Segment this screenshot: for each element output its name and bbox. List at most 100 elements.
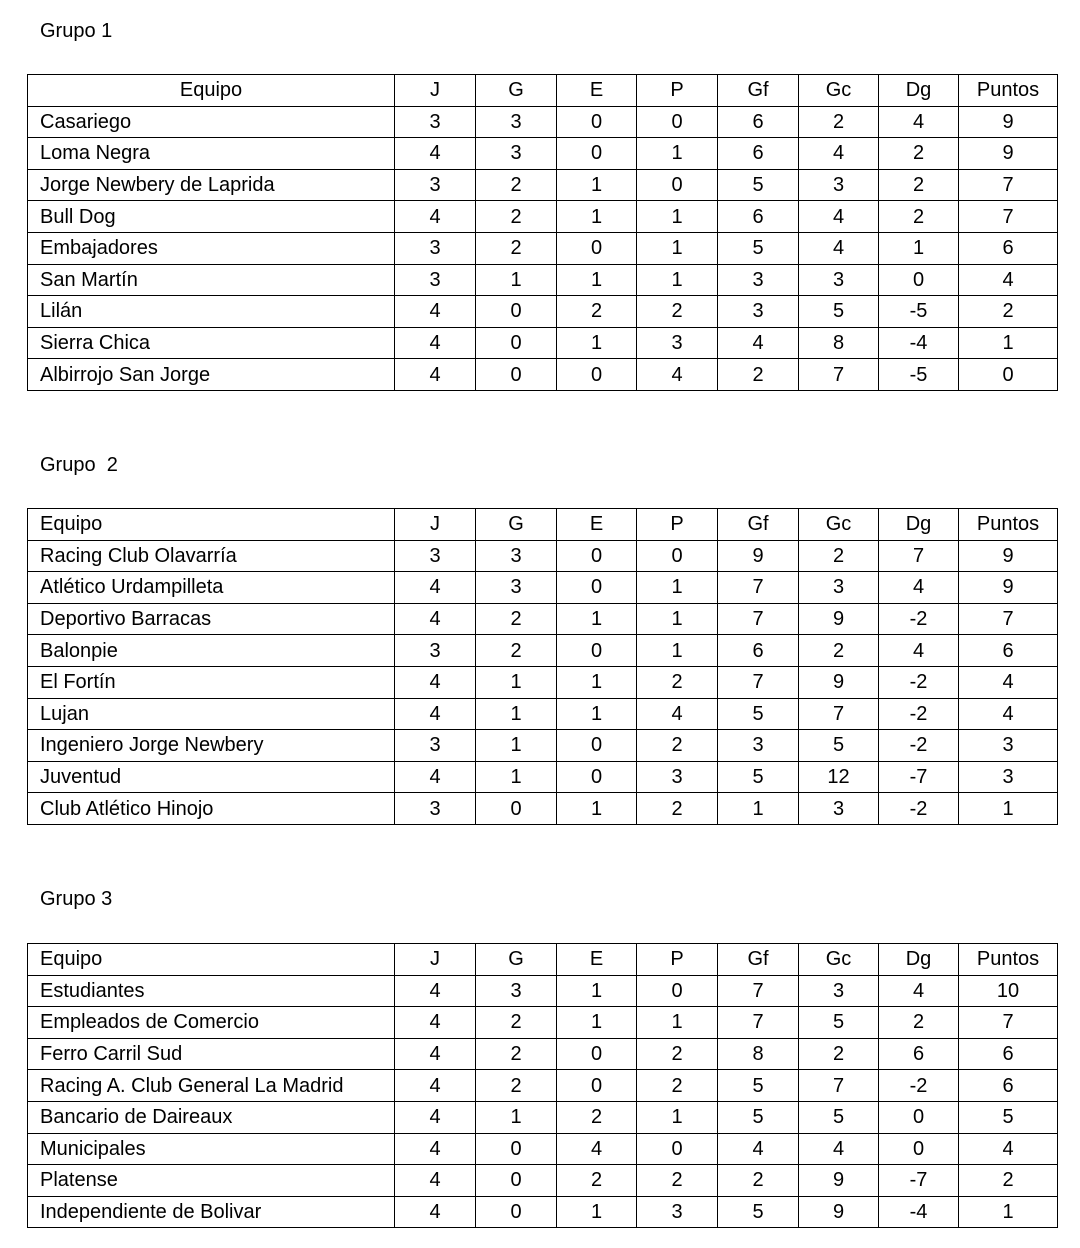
stat-cell: 4 <box>636 358 718 391</box>
stat-cell: 9 <box>958 137 1058 170</box>
table-row: Ingeniero Jorge Newbery 3 1 0 2 3 5 -2 3 <box>27 729 1058 762</box>
stat-cell: -7 <box>878 1164 959 1197</box>
team-name: Racing A. Club General La Madrid <box>27 1069 395 1102</box>
team-name: Juventud <box>27 760 395 794</box>
stat-cell: 0 <box>636 974 718 1008</box>
stat-cell: 1 <box>636 263 718 297</box>
stat-cell: 4 <box>394 571 476 604</box>
stat-cell: 1 <box>556 200 637 233</box>
stat-cell: -2 <box>878 665 959 699</box>
table-row: Lujan 4 1 1 4 5 7 -2 4 <box>27 697 1058 731</box>
stat-cell: 9 <box>958 105 1058 139</box>
column-header: Gc <box>798 943 879 976</box>
stat-cell: 2 <box>958 1164 1058 1197</box>
stat-cell: 4 <box>394 295 476 328</box>
stat-cell: 1 <box>717 792 799 825</box>
stat-cell: 1 <box>636 634 718 667</box>
stat-cell: 6 <box>958 231 1058 265</box>
stat-cell: 1 <box>556 792 637 825</box>
stat-cell: 0 <box>556 1069 637 1102</box>
stat-cell: 1 <box>556 974 637 1008</box>
stat-cell: 2 <box>556 1100 637 1134</box>
stat-cell: 5 <box>717 231 799 265</box>
stat-cell: 0 <box>556 105 637 139</box>
stat-cell: 2 <box>636 295 718 328</box>
stat-cell: 3 <box>636 326 718 360</box>
stat-cell: 4 <box>394 697 476 731</box>
stat-cell: 7 <box>717 602 799 636</box>
stat-cell: 1 <box>556 263 637 297</box>
team-name: Ferro Carril Sud <box>27 1037 395 1071</box>
stat-cell: 4 <box>394 358 476 391</box>
stat-cell: 1 <box>878 231 959 265</box>
stat-cell: 3 <box>394 792 476 825</box>
stat-cell: 7 <box>958 1006 1058 1039</box>
stat-cell: 4 <box>394 137 476 170</box>
stat-cell: 3 <box>394 105 476 139</box>
standings-table: Equipo J G E P Gf Gc Dg Puntos Racing Club Olavar… <box>27 508 1058 825</box>
stat-cell: 4 <box>394 1195 476 1229</box>
stat-cell: 2 <box>798 1037 879 1071</box>
stat-cell: 4 <box>958 697 1058 731</box>
table-row: Racing A. Club General La Madrid 4 2 0 2 5 7 -2… <box>27 1069 1058 1102</box>
table-row: Loma Negra 4 3 0 1 6 4 2 9 <box>27 137 1058 170</box>
stat-cell: 3 <box>394 539 476 573</box>
stat-cell: 4 <box>394 1164 476 1197</box>
stat-cell: 4 <box>556 1132 637 1166</box>
stat-cell: 9 <box>798 1195 879 1229</box>
stat-cell: 3 <box>958 760 1058 794</box>
stat-cell: 1 <box>475 665 557 699</box>
stat-cell: 8 <box>717 1037 799 1071</box>
team-name: Ingeniero Jorge Newbery <box>27 729 395 762</box>
stat-cell: 4 <box>878 634 959 667</box>
stat-cell: 3 <box>717 263 799 297</box>
stat-cell: 2 <box>636 665 718 699</box>
stat-cell: 7 <box>717 1006 799 1039</box>
table-row: Lilán 4 0 2 2 3 5 -5 2 <box>27 295 1058 328</box>
stat-cell: -4 <box>878 1195 959 1229</box>
table-row: Municipales 4 0 4 0 4 4 0 4 <box>27 1132 1058 1166</box>
table-row: Club Atlético Hinojo 3 0 1 2 1 3 -2 1 <box>27 792 1058 825</box>
column-header: Equipo <box>27 508 395 541</box>
stat-cell: 4 <box>798 1132 879 1166</box>
table-row: El Fortín 4 1 1 2 7 9 -2 4 <box>27 665 1058 699</box>
stat-cell: 0 <box>475 1164 557 1197</box>
team-name: Racing Club Olavarría <box>27 539 395 573</box>
stat-cell: 4 <box>717 1132 799 1166</box>
column-header: G <box>475 74 557 107</box>
stat-cell: 2 <box>475 200 557 233</box>
stat-cell: 1 <box>556 326 637 360</box>
stat-cell: 2 <box>475 602 557 636</box>
stat-cell: 4 <box>878 974 959 1008</box>
stat-cell: 0 <box>556 729 637 762</box>
stat-cell: 9 <box>798 665 879 699</box>
stat-cell: 3 <box>394 729 476 762</box>
column-header: P <box>636 74 718 107</box>
stat-cell: 2 <box>475 168 557 202</box>
team-name: Atlético Urdampilleta <box>27 571 395 604</box>
team-name: Independiente de Bolivar <box>27 1195 395 1229</box>
stat-cell: 5 <box>798 729 879 762</box>
stat-cell: 5 <box>717 760 799 794</box>
stat-cell: 1 <box>475 697 557 731</box>
stat-cell: 4 <box>717 326 799 360</box>
stat-cell: 0 <box>475 295 557 328</box>
stat-cell: 4 <box>394 1069 476 1102</box>
stat-cell: 0 <box>636 539 718 573</box>
stat-cell: 0 <box>475 326 557 360</box>
stat-cell: 2 <box>878 137 959 170</box>
stat-cell: 4 <box>394 326 476 360</box>
stat-cell: 1 <box>636 200 718 233</box>
stat-cell: 3 <box>798 168 879 202</box>
stat-cell: 1 <box>636 137 718 170</box>
stat-cell: 6 <box>958 1069 1058 1102</box>
stat-cell: 2 <box>636 792 718 825</box>
stat-cell: 5 <box>717 168 799 202</box>
stat-cell: 0 <box>878 1100 959 1134</box>
table-row: Sierra Chica 4 0 1 3 4 8 -4 1 <box>27 326 1058 360</box>
stat-cell: 2 <box>878 1006 959 1039</box>
stat-cell: 9 <box>798 602 879 636</box>
table-row: San Martín 3 1 1 1 3 3 0 4 <box>27 263 1058 297</box>
stat-cell: 0 <box>556 539 637 573</box>
stat-cell: 1 <box>636 1006 718 1039</box>
